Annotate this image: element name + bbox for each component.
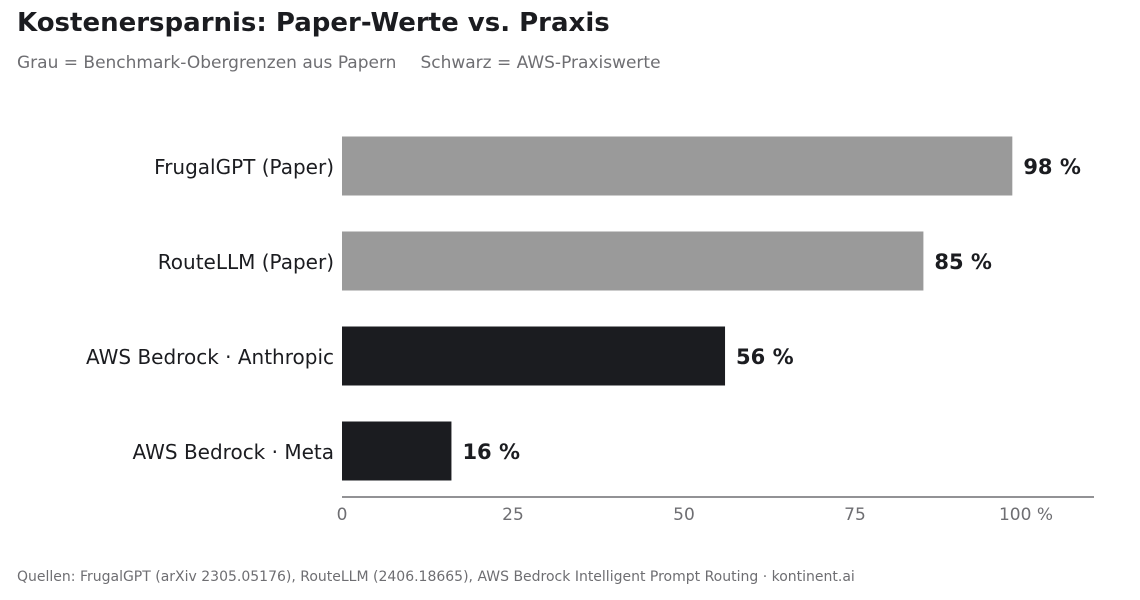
value-label-routellm-paper: 85 %	[934, 250, 992, 274]
bar-aws-bedrock-meta	[342, 421, 452, 481]
subtitle-grey-legend: Grau = Benchmark-Obergrenzen aus Papern	[17, 53, 397, 73]
category-label-routellm-paper: RouteLLM (Paper)	[158, 250, 334, 274]
value-label-frugalgpt-paper: 98 %	[1023, 155, 1081, 179]
x-tick-label-75: 75	[844, 505, 866, 525]
category-label-aws-bedrock-anthropic: AWS Bedrock · Anthropic	[86, 345, 334, 369]
chart-subtitle: Grau = Benchmark-Obergrenzen aus Papern S…	[17, 53, 661, 73]
category-label-frugalgpt-paper: FrugalGPT (Paper)	[154, 155, 334, 179]
x-tick-label-25: 25	[502, 505, 524, 525]
bar-frugalgpt-paper	[342, 136, 1013, 196]
x-tick-label-0: 0	[337, 505, 348, 525]
x-tick-label-50: 50	[673, 505, 695, 525]
source-footer: Quellen: FrugalGPT (arXiv 2305.05176), R…	[17, 569, 855, 585]
bar-aws-bedrock-anthropic	[342, 326, 726, 386]
subtitle-black-legend: Schwarz = AWS-Praxiswerte	[420, 53, 661, 73]
x-tick-label-100: 100 %	[999, 505, 1053, 525]
value-label-aws-bedrock-anthropic: 56 %	[736, 345, 794, 369]
value-label-aws-bedrock-meta: 16 %	[462, 440, 520, 464]
bar-routellm-paper	[342, 231, 924, 291]
category-label-aws-bedrock-meta: AWS Bedrock · Meta	[133, 440, 334, 464]
chart-title: Kostenersparnis: Paper-Werte vs. Praxis	[17, 8, 610, 38]
